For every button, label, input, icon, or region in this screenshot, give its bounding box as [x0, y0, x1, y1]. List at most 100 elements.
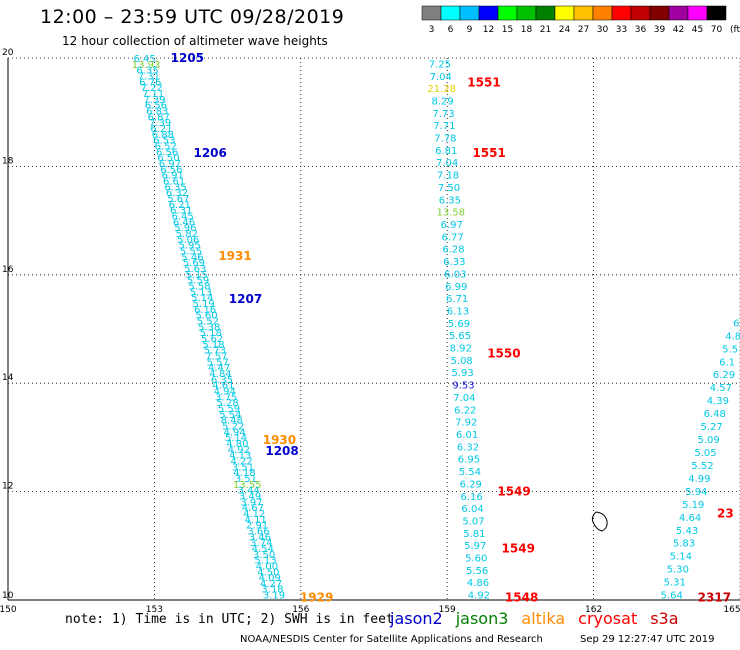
wave-height-value: 6.35 — [211, 375, 233, 386]
wave-height-value: 5.05 — [694, 448, 716, 459]
colorbar-swatch — [630, 5, 651, 21]
wave-height-value: 6.1 — [719, 357, 735, 368]
wave-height-value: 6.95 — [458, 455, 480, 466]
wave-height-value: 6.91 — [162, 171, 184, 182]
wave-height-value: 5.09 — [697, 435, 719, 446]
colorbar-swatch — [478, 5, 499, 21]
wave-height-value: 3.46 — [249, 532, 271, 543]
wave-height-value: 5.96 — [174, 223, 196, 234]
wave-height-value: 8.29 — [431, 96, 453, 107]
altimeter-tracks: 6.4513.936.357.316.767.227.117.396.566.8… — [132, 54, 740, 602]
wave-height-value: 3.51 — [235, 474, 257, 485]
wave-height-value: 7.31 — [138, 71, 160, 82]
wave-height-value: 5.38 — [198, 322, 220, 333]
wave-height-value: 4.47 — [208, 363, 230, 374]
wave-height-value: 4.8 — [725, 331, 740, 342]
colorbar-swatch — [649, 5, 670, 21]
wave-height-value: 5.14 — [670, 552, 692, 563]
legend-jason2: jason2 — [390, 609, 443, 628]
wave-height-value: 7.39 — [149, 118, 171, 129]
colorbar-swatch — [535, 5, 556, 21]
wave-height-value: 5.13 — [254, 556, 276, 567]
wave-height-value: 21.28 — [427, 84, 456, 95]
wave-height-value: 6.21 — [150, 124, 172, 135]
x-tick-label: 162 — [585, 605, 602, 615]
wave-height-value: 6.29 — [713, 370, 735, 381]
colorbar-swatch — [459, 5, 480, 21]
wave-height-value: 6.97 — [159, 159, 181, 170]
colorbar-unit: (ft) — [730, 25, 740, 35]
legend-altika: altika — [521, 609, 566, 628]
track-time-label: 1550 — [487, 346, 520, 360]
wave-height-value: 5.94 — [685, 487, 707, 498]
wave-height-value: 5.15 — [186, 270, 208, 281]
wave-height-value: 5.69 — [183, 258, 205, 269]
wave-height-value: 6.76 — [139, 77, 161, 88]
wave-height-value: 5.43 — [676, 526, 698, 537]
track-time-label: 1930 — [263, 433, 296, 447]
wave-height-value: 7.04 — [430, 72, 452, 83]
track-time-label: 1206 — [193, 146, 226, 160]
wave-height-value: 6.35 — [439, 195, 461, 206]
colorbar-swatch — [497, 5, 518, 21]
map-grid — [7, 57, 740, 601]
wave-height-value: 6.32 — [166, 188, 188, 199]
colorbar-swatch — [592, 5, 613, 21]
colorbar-tick-label: 12 — [483, 25, 494, 35]
wave-height-value: 6.16 — [194, 305, 216, 316]
wave-height-value: 5.19 — [193, 299, 215, 310]
x-tick-label: 156 — [292, 605, 309, 615]
wave-height-value: 5.19 — [682, 500, 704, 511]
wave-height-value: 5.65 — [449, 331, 471, 342]
wave-height-value: 6.03 — [444, 269, 466, 280]
wave-height-value: 5.64 — [661, 591, 683, 602]
wave-height-value: 5.82 — [176, 229, 198, 240]
colorbar-swatch — [440, 5, 461, 21]
wave-height-value: 4.94 — [214, 386, 236, 397]
wave-height-value: 5.30 — [667, 565, 689, 576]
y-tick-label: 14 — [2, 373, 14, 383]
wave-height-value: 3.50 — [253, 550, 275, 561]
wave-height-value: 5.93 — [451, 368, 473, 379]
wave-height-value: 5.95 — [178, 241, 200, 252]
wave-height-value: 4.27 — [260, 579, 282, 590]
wave-height-value: 6.71 — [446, 294, 468, 305]
wave-height-value: 5.63 — [184, 264, 206, 275]
wave-height-value: 5.27 — [701, 422, 723, 433]
colorbar-tick-label: 15 — [502, 25, 513, 35]
wave-height-value: 5.52 — [197, 316, 219, 327]
footer-credit: NOAA/NESDIS Center for Satellite Applica… — [240, 634, 543, 645]
wave-height-value: 6.48 — [704, 409, 726, 420]
wave-height-value: 6.13 — [447, 306, 469, 317]
track-time-label: 1548 — [505, 590, 538, 604]
wave-height-value: 7.92 — [455, 418, 477, 429]
wave-height-value: 3.66 — [247, 526, 269, 537]
wave-height-value: 3.51 — [232, 462, 254, 473]
y-tick-label: 16 — [2, 265, 14, 275]
wave-height-value: 5.14 — [225, 433, 247, 444]
wave-height-value: 5.56 — [466, 566, 488, 577]
wave-height-value: 8.48 — [221, 416, 243, 427]
wave-height-value: 5.83 — [673, 539, 695, 550]
wave-height-value: 6.97 — [441, 220, 463, 231]
wave-height-value: 4.12 — [243, 509, 265, 520]
wave-height-value: 6.29 — [460, 479, 482, 490]
track-time-label: 1549 — [497, 485, 530, 499]
wave-height-value: 6.31 — [170, 206, 192, 217]
wave-height-value: 6.21 — [169, 200, 191, 211]
wave-height-value: 5.97 — [464, 541, 486, 552]
wave-height-value: 4.94 — [223, 427, 245, 438]
track-time-label: 1551 — [467, 75, 500, 89]
wave-height-value: 13.55 — [233, 480, 262, 491]
wave-height-value: 6.99 — [445, 282, 467, 293]
wave-height-value: 7.25 — [429, 59, 451, 70]
wave-height-value: 5.08 — [451, 356, 473, 367]
axis-tick-labels: 150 153 156 159 162 165 10 12 14 16 18 20 — [0, 48, 740, 615]
wave-height-value: 4.22 — [230, 456, 252, 467]
wave-height-value: 3.97 — [240, 497, 262, 508]
wave-height-value: 4.86 — [467, 578, 489, 589]
wave-height-value: 4.13 — [229, 451, 251, 462]
